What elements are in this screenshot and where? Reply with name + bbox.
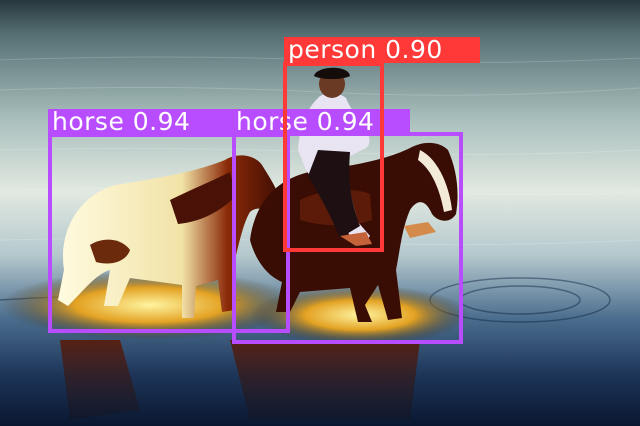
detection-box-person (283, 62, 384, 252)
detection-label-horse-left: horse 0.94 (48, 109, 234, 135)
detection-label-person: person 0.90 (284, 37, 480, 63)
detection-box-horse-left (48, 133, 290, 333)
